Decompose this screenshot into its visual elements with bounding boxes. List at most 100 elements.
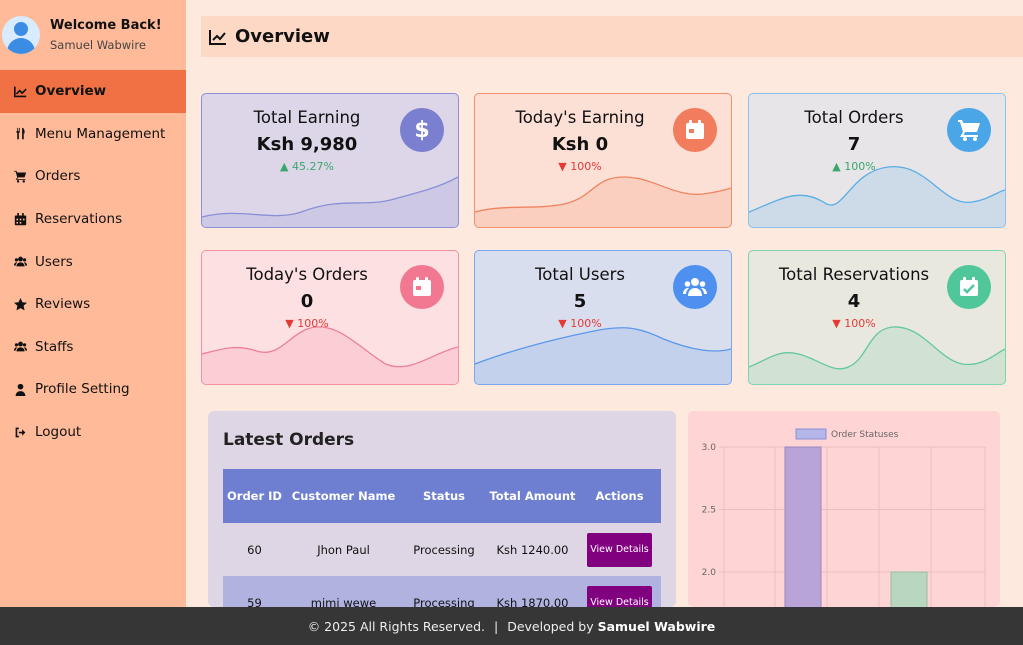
author-name: Samuel Wabwire — [597, 618, 716, 634]
view-details-button[interactable]: View Details — [587, 585, 652, 607]
trend-wave — [475, 176, 731, 227]
sidebar: Welcome Back! Samuel Wabwire Overview Me… — [0, 0, 186, 607]
welcome-text: Welcome Back! — [50, 18, 162, 33]
sidebar-item-overview[interactable]: Overview — [0, 70, 186, 113]
order-status: Processing — [413, 595, 475, 608]
card-change: ▼ 100% — [285, 317, 329, 330]
logout-icon — [10, 426, 30, 439]
user-name: Samuel Wabwire — [50, 38, 146, 52]
card-value: 5 — [573, 291, 587, 312]
card-change: ▼ 100% — [558, 160, 602, 173]
sidebar-item-menu-management[interactable]: Menu Management — [0, 113, 186, 156]
chart-bar — [784, 446, 822, 607]
card-title: Today's Earning — [515, 108, 645, 127]
order-id: 59 — [247, 595, 262, 608]
sidebar-item-label: Overview — [35, 83, 107, 100]
calendar-icon — [10, 212, 30, 226]
trend-wave — [475, 327, 731, 384]
card-change: ▼ 100% — [558, 317, 602, 330]
sidebar-item-profile-setting[interactable]: Profile Setting — [0, 368, 186, 411]
cart-icon — [947, 108, 991, 152]
users-icon — [10, 340, 30, 353]
calendar-check-icon — [947, 265, 991, 309]
order-id: 60 — [247, 542, 262, 557]
todays-earning-card: Today's Earning Ksh 0 ▼ 100% — [474, 93, 732, 228]
sidebar-item-label: Menu Management — [35, 125, 166, 142]
profile-header: Welcome Back! Samuel Wabwire — [0, 0, 186, 70]
y-tick-label: 3.0 — [702, 443, 717, 453]
column-header: Actions — [595, 489, 644, 503]
total-users-card: Total Users 5 ▼ 100% — [474, 250, 732, 385]
card-value: 4 — [847, 291, 861, 312]
utensils-icon — [10, 127, 30, 140]
page-header: Overview — [201, 16, 1023, 57]
y-tick-label: 2.5 — [702, 506, 716, 516]
sidebar-item-reviews[interactable]: Reviews — [0, 283, 186, 326]
users-icon — [673, 265, 717, 309]
sidebar-item-label: Profile Setting — [35, 381, 130, 398]
table-header-row: Order ID Customer Name Status Total Amou… — [223, 469, 661, 523]
total-reservations-card: Total Reservations 4 ▼ 100% — [748, 250, 1006, 385]
user-icon — [10, 383, 30, 396]
card-title: Today's Orders — [246, 265, 368, 284]
table-row: 60 Jhon Paul Processing Ksh 1240.00 View… — [223, 523, 661, 576]
calendar-icon — [673, 108, 717, 152]
trend-wave — [749, 166, 1005, 227]
legend-swatch — [795, 428, 827, 440]
card-value: 7 — [847, 134, 861, 155]
y-tick-label: 2.0 — [702, 568, 717, 578]
chart-bar — [890, 571, 928, 607]
trend-wave — [749, 326, 1005, 384]
dollar-icon: $ — [400, 108, 444, 152]
card-value: Ksh 9,980 — [256, 134, 358, 155]
calendar-icon — [400, 265, 444, 309]
column-header: Status — [422, 489, 466, 503]
order-status-chart-panel: Order Statuses 3.0 2.5 2.0 — [688, 411, 1000, 607]
order-status-chart: Order Statuses 3.0 2.5 2.0 — [702, 428, 986, 607]
view-details-button[interactable]: View Details — [587, 532, 652, 567]
column-header: Total Amount — [489, 489, 576, 503]
sidebar-item-label: Reservations — [35, 211, 123, 228]
total-earning-card: Total Earning Ksh 9,980 ▲ 45.27% $ — [201, 93, 459, 228]
chart-line-icon — [209, 29, 226, 45]
table-row: 59 mimi wewe Processing Ksh 1870.00 View… — [223, 576, 661, 607]
total-orders-card: Total Orders 7 ▲ 100% — [748, 93, 1006, 228]
card-title: Total Users — [535, 265, 625, 284]
avatar — [2, 16, 40, 54]
customer-name: Jhon Paul — [317, 542, 370, 557]
card-title: Total Earning — [253, 108, 361, 127]
card-title: Total Reservations — [778, 265, 930, 284]
card-change: ▼ 100% — [832, 317, 876, 330]
customer-name: mimi wewe — [310, 595, 377, 608]
card-change: ▲ 100% — [832, 160, 876, 173]
order-status: Processing — [413, 542, 475, 557]
sidebar-item-staffs[interactable]: Staffs — [0, 326, 186, 369]
card-change: ▲ 45.27% — [280, 160, 334, 173]
card-title: Total Orders — [804, 108, 904, 127]
sidebar-item-logout[interactable]: Logout — [0, 411, 186, 454]
svg-text:$: $ — [414, 118, 429, 142]
column-header: Customer Name — [291, 489, 396, 503]
orders-table: Order ID Customer Name Status Total Amou… — [223, 469, 661, 607]
sidebar-item-label: Logout — [35, 424, 82, 441]
chart-line-icon — [10, 85, 30, 98]
sidebar-item-label: Staffs — [35, 338, 74, 355]
sidebar-item-orders[interactable]: Orders — [0, 155, 186, 198]
latest-orders-panel: Latest Orders Order ID Customer Name Sta… — [208, 411, 676, 607]
card-value: 0 — [300, 291, 314, 312]
footer: © 2025 All Rights Reserved. | Developed … — [0, 607, 1023, 645]
sidebar-item-reservations[interactable]: Reservations — [0, 198, 186, 241]
main-content: Overview Total Earning Ksh 9,980 ▲ 45.27% $… — [186, 0, 1023, 607]
sidebar-item-label: Reviews — [35, 296, 91, 313]
column-header: Order ID — [227, 489, 282, 503]
copyright-text: © 2025 All Rights Reserved. — [307, 618, 485, 634]
latest-orders-title: Latest Orders — [223, 430, 355, 450]
developed-by-text: Developed by — [507, 618, 594, 634]
star-icon — [10, 297, 30, 311]
todays-orders-card: Today's Orders 0 ▼ 100% — [201, 250, 459, 385]
card-value: Ksh 0 — [551, 134, 609, 155]
sidebar-item-label: Orders — [35, 168, 81, 185]
order-amount: Ksh 1240.00 — [496, 542, 569, 557]
users-icon — [10, 255, 30, 268]
sidebar-item-users[interactable]: Users — [0, 240, 186, 283]
